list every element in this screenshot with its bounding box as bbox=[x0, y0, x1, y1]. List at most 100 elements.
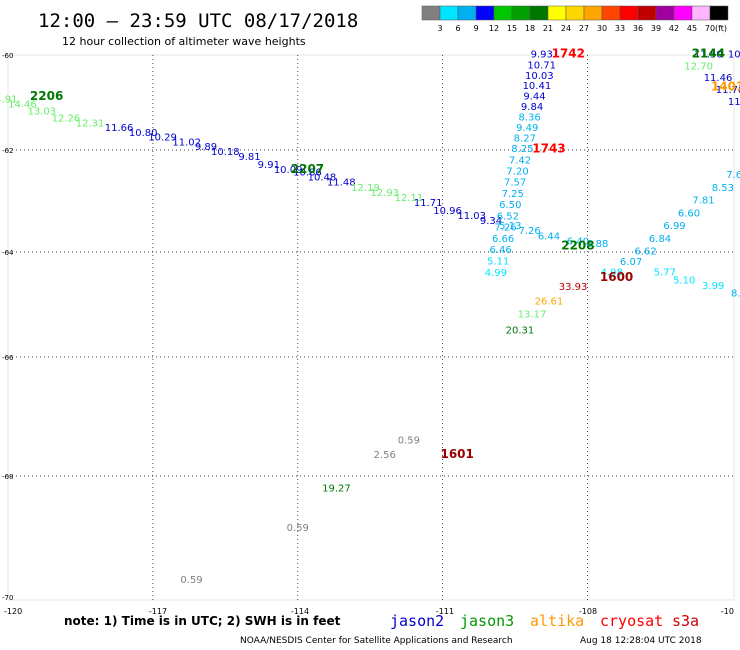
swh-value: 6.62 bbox=[634, 247, 656, 258]
colorbar-swatch bbox=[691, 5, 711, 21]
swh-value: 6.52 bbox=[497, 211, 519, 222]
map-subtitle: 12 hour collection of altimeter wave hei… bbox=[62, 35, 306, 48]
swh-value: 14.46 bbox=[8, 99, 37, 110]
pass-time-label: 2208 bbox=[561, 238, 594, 252]
colorbar-label: 24 bbox=[561, 24, 571, 33]
pass-time-labels: 2206 2207 1742 1743 2144 1401 2208 1600 1601 bbox=[30, 46, 740, 461]
colorbar-label: 30 bbox=[597, 24, 607, 33]
colorbar-label: 45 bbox=[687, 24, 697, 33]
swh-value: 6.46 bbox=[490, 245, 512, 256]
colorbar-swatch bbox=[493, 5, 513, 21]
swh-value: 10.18 bbox=[211, 147, 240, 158]
swh-value: 9.93 bbox=[531, 49, 553, 60]
swh-value: 5.13 bbox=[499, 221, 521, 232]
colorbar-label: 27 bbox=[579, 24, 589, 33]
footer-credit: NOAA/NESDIS Center for Satellite Applica… bbox=[240, 636, 513, 646]
swh-value: 2.56 bbox=[374, 450, 396, 461]
colorbar-swatch bbox=[583, 5, 603, 21]
swh-value: 20.31 bbox=[506, 325, 535, 336]
swh-value: 6.66 bbox=[492, 234, 514, 245]
swh-value: 6.07 bbox=[620, 257, 642, 268]
swh-value: 10.59 bbox=[728, 49, 740, 60]
colorbar-swatch bbox=[709, 5, 729, 21]
swh-value: 10.41 bbox=[523, 81, 552, 92]
colorbar-label: 6 bbox=[455, 24, 460, 33]
swh-value: 5.77 bbox=[654, 268, 676, 279]
swh-observations: 14.9114.4613.0312.2612.3111.6610.8010.29… bbox=[0, 49, 740, 585]
pass-time-label: 1600 bbox=[600, 270, 633, 284]
pass-time-label: 1743 bbox=[532, 142, 565, 156]
colorbar-label: 18 bbox=[525, 24, 535, 33]
swh-value: 7.20 bbox=[506, 166, 528, 177]
swh-value: 10.09 bbox=[274, 165, 303, 176]
swh-value: 14.91 bbox=[0, 95, 17, 106]
colorbar-swatch bbox=[673, 5, 693, 21]
colorbar-swatch bbox=[421, 5, 441, 21]
x-tick-label: -117 bbox=[149, 607, 167, 616]
swh-value: 4.99 bbox=[485, 268, 507, 279]
swh-value: 19.27 bbox=[322, 483, 351, 494]
swh-value: 6.40 bbox=[567, 236, 589, 247]
swh-value: 7.57 bbox=[504, 178, 526, 189]
swh-value: 12.31 bbox=[76, 118, 105, 129]
swh-value: 8.53 bbox=[712, 183, 734, 194]
colorbar-swatch bbox=[601, 5, 621, 21]
swh-value: 12.93 bbox=[370, 188, 399, 199]
colorbar-label: 9 bbox=[473, 24, 478, 33]
swh-value: 4.98 bbox=[601, 268, 623, 279]
swh-value: 9.84 bbox=[521, 102, 543, 113]
swh-value: 0.59 bbox=[287, 523, 309, 534]
pass-time-label: 1401 bbox=[711, 80, 740, 94]
colorbar-swatch bbox=[619, 5, 639, 21]
colorbar-label: 3 bbox=[437, 24, 442, 33]
y-tick-label: -62 bbox=[2, 147, 13, 155]
swh-value: 13.17 bbox=[518, 310, 547, 321]
swh-value: 6.99 bbox=[663, 221, 685, 232]
x-tick-label: -114 bbox=[291, 607, 309, 616]
swh-value: 11.50 bbox=[694, 49, 723, 60]
swh-value: 10.29 bbox=[148, 133, 177, 144]
swh-value: 6.50 bbox=[499, 200, 521, 211]
swh-value: 9.81 bbox=[238, 152, 260, 163]
swh-value: 6.44 bbox=[538, 231, 560, 242]
swh-value: 7.25 bbox=[502, 189, 524, 200]
swh-value: 9.49 bbox=[516, 123, 538, 134]
swh-value: 10.80 bbox=[129, 128, 158, 139]
colorbar-label: 33 bbox=[615, 24, 625, 33]
swh-value: 8.25 bbox=[511, 144, 533, 155]
y-tick-label: -68 bbox=[2, 473, 13, 481]
swh-value: 8.51 bbox=[731, 289, 740, 300]
legend-jason2: jason2 bbox=[390, 612, 444, 630]
color-scale-legend: 3 6 9 12 15 18 21 24 27 30 33 36 39 42 45 70 (ft) bbox=[421, 5, 729, 33]
swh-value: 11.03 bbox=[457, 211, 486, 222]
swh-value: 10.96 bbox=[433, 206, 462, 217]
swh-value: 11.66 bbox=[105, 123, 134, 134]
swh-value: 8.27 bbox=[514, 133, 536, 144]
swh-value: 5.10 bbox=[673, 276, 695, 287]
swh-value: 11.02 bbox=[172, 137, 201, 148]
colorbar-swatch bbox=[547, 5, 567, 21]
pass-time-label: 2207 bbox=[291, 162, 324, 176]
swh-value: 11.78 bbox=[716, 85, 740, 96]
swh-value: 10.86 bbox=[293, 168, 322, 179]
swh-value: 12.19 bbox=[351, 183, 380, 194]
swh-value: 9.89 bbox=[195, 142, 217, 153]
x-tick-label: -108 bbox=[579, 607, 597, 616]
swh-value: 7.69 bbox=[726, 170, 740, 181]
swh-value: 12.11 bbox=[395, 193, 424, 204]
swh-value: 12.26 bbox=[52, 114, 81, 125]
swh-value: 26.61 bbox=[535, 297, 564, 308]
swh-value: 7.81 bbox=[692, 196, 714, 207]
colorbar-swatch bbox=[457, 5, 477, 21]
swh-value: 11.84 bbox=[728, 97, 740, 108]
swh-value: 6.88 bbox=[586, 239, 608, 250]
map-title: 12:00 – 23:59 UTC 08/17/2018 bbox=[38, 10, 358, 32]
swh-value: 10.71 bbox=[527, 60, 556, 71]
y-tick-label: -60 bbox=[2, 52, 13, 60]
swh-value: 3.99 bbox=[702, 281, 724, 292]
colorbar-label: 39 bbox=[651, 24, 661, 33]
swh-value: 11.46 bbox=[704, 73, 733, 84]
legend-s3a: s3a bbox=[672, 612, 699, 630]
legend-cryosat: cryosat bbox=[600, 612, 663, 630]
